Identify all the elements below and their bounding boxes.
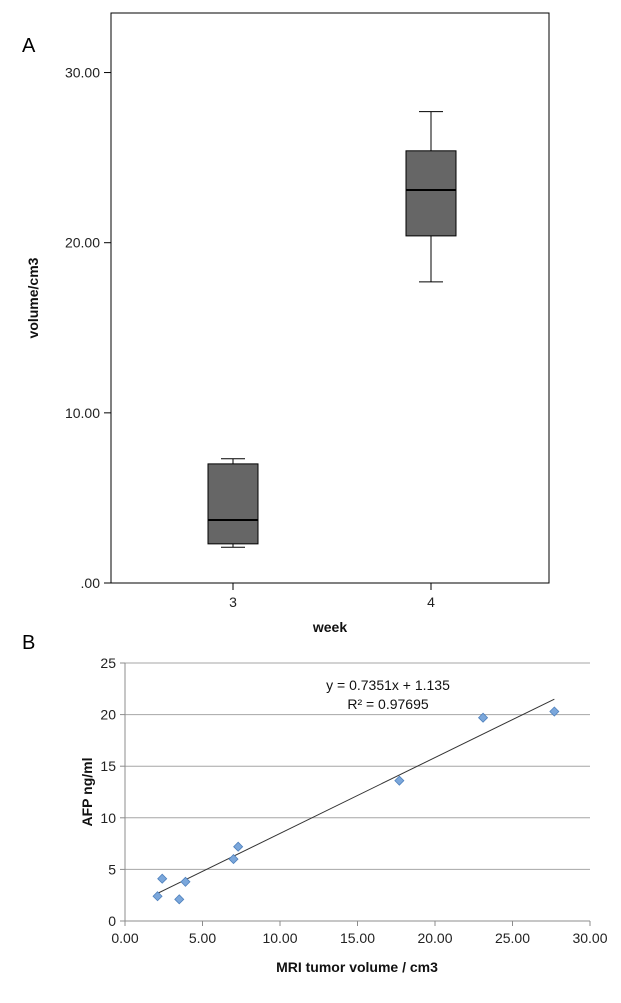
panel-a-x-axis-title: week: [312, 619, 347, 635]
panel-a-y-axis-title: volume/cm3: [25, 257, 41, 338]
panel-b-y-tick-label: 25: [100, 655, 116, 671]
panel-b-y-tick-label: 5: [108, 861, 116, 877]
box-week-3: [207, 458, 259, 548]
panel-b-y-tick-label: 20: [100, 707, 116, 723]
scatter-point: [174, 894, 185, 905]
panel-b-letter: B: [22, 632, 35, 654]
scatter-point: [477, 712, 489, 723]
panel-a-box-plot: A .00 10.00 20.00 30.00 3 4 volume/cm3 week: [22, 12, 550, 635]
panel-a-y-tick-label: 20.00: [65, 235, 100, 251]
panel-b-x-axis-title: MRI tumor volume / cm3: [276, 959, 438, 975]
panel-b-x-tick-label: 30.00: [572, 930, 607, 946]
panel-b-x-tick-label: 10.00: [262, 930, 297, 946]
panel-b-y-tick-label: 15: [100, 758, 116, 774]
scatter-point: [180, 876, 191, 887]
trendline-equation: y = 0.7351x + 1.135: [326, 677, 450, 693]
scatter-point: [157, 873, 168, 884]
panel-a-plot-frame: [110, 12, 550, 584]
interquartile-box: [405, 150, 457, 237]
panel-b-y-tick-label: 0: [108, 913, 116, 929]
panel-a-x-tick-label: 4: [427, 594, 435, 610]
panel-a-y-tick-label: 10.00: [65, 405, 100, 421]
panel-b-x-tick-label: 0.00: [111, 930, 138, 946]
panel-a-letter: A: [22, 35, 36, 57]
scatter-point: [394, 775, 405, 786]
panel-b-y-tick-label: 10: [100, 810, 116, 826]
scatter-point: [228, 854, 239, 865]
panel-b-x-tick-label: 15.00: [340, 930, 375, 946]
linear-trendline: [155, 698, 555, 895]
scatter-point: [152, 891, 163, 902]
panel-b-x-tick-label: 5.00: [189, 930, 216, 946]
scatter-point: [233, 841, 244, 852]
panel-b-x-tick-label: 25.00: [495, 930, 530, 946]
panel-b-x-tick-label: 20.00: [417, 930, 452, 946]
panel-a-x-tick-label: 3: [229, 594, 237, 610]
panel-a-y-tick-label: .00: [81, 575, 101, 591]
box-week-4: [405, 111, 457, 283]
scatter-point: [549, 706, 560, 717]
panel-b-scatter-plot: B 0 5 10 15 20 25 0.00 5.00 10.00 15.00 20.00 25.0…: [22, 632, 608, 975]
panel-b-y-axis-title: AFP ng/ml: [79, 758, 95, 827]
trendline-r-squared: R² = 0.97695: [347, 696, 429, 712]
panel-a-y-tick-label: 30.00: [65, 65, 100, 81]
interquartile-box: [207, 463, 259, 545]
